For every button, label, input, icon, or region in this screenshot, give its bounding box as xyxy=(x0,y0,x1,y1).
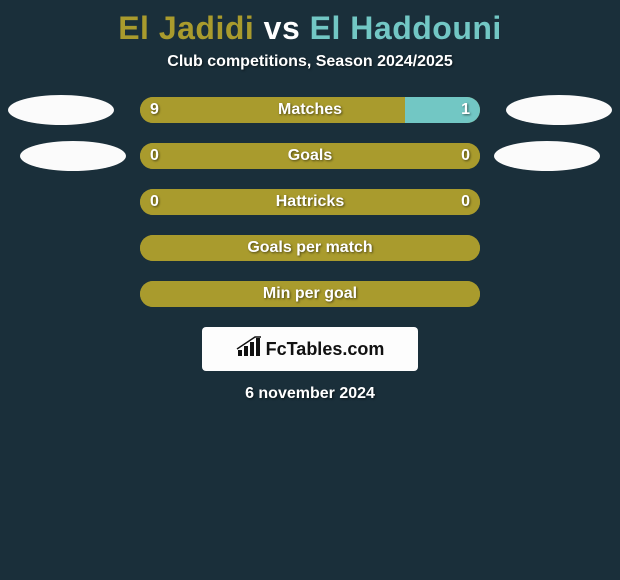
stat-bar-left xyxy=(140,143,480,169)
stat-row: Matches9 1 xyxy=(0,97,620,123)
title-player1: El Jadidi xyxy=(118,10,254,46)
stat-value-left: 0 xyxy=(150,189,159,215)
logo-text: FcTables.com xyxy=(266,339,385,360)
stat-bar: Matches xyxy=(140,97,480,123)
comparison-infographic: El Jadidi vs El Haddouni Club competitio… xyxy=(0,0,620,580)
stat-bar: Goals xyxy=(140,143,480,169)
logo-box: FcTables.com xyxy=(202,327,418,371)
avatar-ellipse-right xyxy=(494,141,600,171)
stat-bar-left xyxy=(140,281,480,307)
stat-row: Hattricks0 0 xyxy=(0,189,620,215)
avatar-ellipse-left xyxy=(20,141,126,171)
stat-bar-left xyxy=(140,235,480,261)
stat-value-left: 9 xyxy=(150,97,159,123)
stat-value-right: 0 xyxy=(461,189,470,215)
stat-row: Goals0 0 xyxy=(0,143,620,169)
title-vs: vs xyxy=(264,10,301,46)
stat-row: Min per goal xyxy=(0,281,620,307)
stat-bar: Min per goal xyxy=(140,281,480,307)
stat-rows: Matches91Goals00Hattricks00Goals per mat… xyxy=(0,97,620,307)
stat-bar: Goals per match xyxy=(140,235,480,261)
stat-bar-left xyxy=(140,189,480,215)
date-text: 6 november 2024 xyxy=(0,385,620,403)
title-player2: El Haddouni xyxy=(310,10,502,46)
avatar-ellipse-left xyxy=(8,95,114,125)
stat-bar-left xyxy=(140,97,405,123)
stat-value-left: 0 xyxy=(150,143,159,169)
bar-chart-icon xyxy=(236,336,262,363)
stat-value-right: 0 xyxy=(461,143,470,169)
stat-value-right: 1 xyxy=(461,97,470,123)
page-title: El Jadidi vs El Haddouni xyxy=(0,0,620,53)
stat-bar: Hattricks xyxy=(140,189,480,215)
avatar-ellipse-right xyxy=(506,95,612,125)
subtitle: Club competitions, Season 2024/2025 xyxy=(0,53,620,71)
stat-row: Goals per match xyxy=(0,235,620,261)
